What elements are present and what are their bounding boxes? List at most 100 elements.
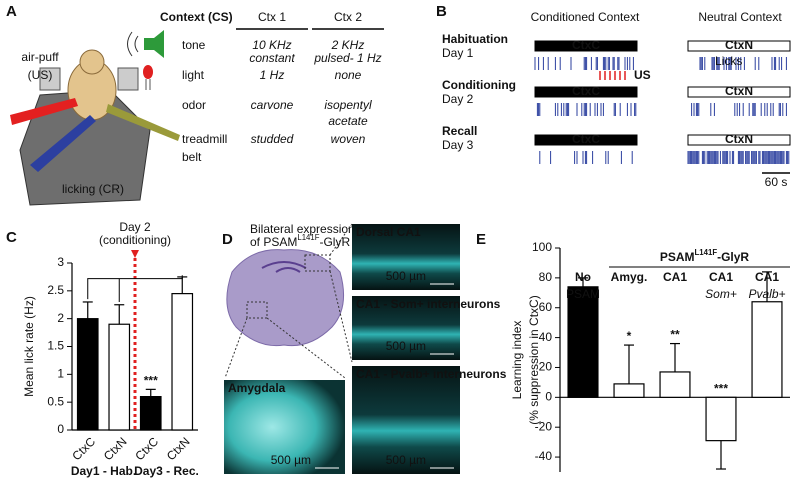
- x-tick-label: CtxC: [69, 434, 98, 463]
- context-name: CtxC: [572, 84, 600, 98]
- us-label: air-puff: [21, 50, 59, 64]
- context-title: Context (CS): [160, 10, 233, 24]
- context-bar: [534, 40, 638, 52]
- caption: of PSAML141F-GlyR: [250, 233, 350, 249]
- panel-label: C: [6, 229, 17, 246]
- licks-label: Licks: [715, 54, 742, 68]
- session-day: Day 3: [442, 138, 474, 152]
- y-tick-label: 0: [545, 390, 552, 404]
- y-axis-label: Mean lick rate (Hz): [22, 296, 36, 397]
- cell-text: none: [335, 68, 362, 82]
- category-label: CA1: [755, 270, 779, 284]
- category-label: Pvalb+: [748, 287, 785, 301]
- category-label: Amyg.: [611, 270, 648, 284]
- scale-label: 500 µm: [386, 339, 426, 353]
- micrograph: [352, 224, 460, 290]
- cell-text: 2 KHz: [331, 38, 365, 52]
- cell-text: carvone: [251, 98, 294, 112]
- y-tick-label: 80: [539, 270, 553, 284]
- micrograph: [224, 380, 345, 474]
- bar: [705, 396, 737, 442]
- setup-illustration: [10, 30, 180, 206]
- group-label-part: L141F: [695, 248, 718, 257]
- cell-text: pulsed- 1 Hz: [313, 51, 381, 65]
- context-name: CtxN: [725, 132, 753, 146]
- marker-label: Day 2: [119, 220, 151, 234]
- caption: Bilateral expression: [250, 222, 355, 236]
- y-tick-label: 1.5: [47, 339, 64, 353]
- x-tick-label: CtxC: [132, 434, 161, 463]
- row-label: belt: [182, 150, 202, 164]
- context-bar: [687, 134, 791, 146]
- x-tick-label: CtxN: [164, 434, 193, 463]
- bar: [171, 293, 194, 431]
- category-label: CA1: [709, 270, 733, 284]
- category-label: PSAM: [566, 287, 600, 301]
- roi-box: [304, 254, 331, 272]
- row-label: light: [182, 68, 205, 82]
- y-tick-label: -40: [535, 449, 553, 463]
- significance: ***: [144, 374, 158, 388]
- cell-text: woven: [331, 132, 366, 146]
- scale-label: 500 µm: [386, 453, 426, 467]
- caption-part: L141F: [297, 233, 319, 242]
- image-title: Amygdala: [228, 381, 286, 395]
- column-header: Ctx 2: [334, 10, 362, 24]
- panel-label: D: [222, 231, 233, 248]
- y-tick-label: 60: [539, 300, 553, 314]
- panel-label: E: [476, 231, 486, 248]
- y-axis-label: Learning index: [510, 321, 524, 400]
- caption-part: Bilateral expression: [250, 222, 355, 236]
- cell-text: 10 KHz: [252, 38, 291, 52]
- cell-text: isopentyl: [324, 98, 372, 112]
- group-label: Day1 - Hab.: [71, 464, 136, 478]
- y-tick-label: 20: [539, 360, 553, 374]
- y-tick-label: 0: [57, 422, 64, 436]
- context-name: CtxN: [725, 38, 753, 52]
- micrograph: [352, 296, 460, 360]
- roi-box: [246, 301, 268, 319]
- row-label: treadmill: [182, 132, 227, 146]
- caption-part: of PSAM: [250, 235, 297, 249]
- bar: [139, 396, 162, 431]
- column-header: Ctx 1: [258, 10, 286, 24]
- x-tick-label: CtxN: [101, 434, 130, 463]
- session-day: Day 2: [442, 92, 474, 106]
- y-tick-label: 2.5: [47, 283, 64, 297]
- significance: *: [627, 329, 632, 343]
- image-title: CA1 - Som+ interneurons: [356, 297, 501, 311]
- y-tick-label: 2: [57, 311, 64, 325]
- marker-arrow: [131, 250, 139, 258]
- micrograph: [352, 366, 460, 474]
- cell-text: 1 Hz: [260, 68, 285, 82]
- zoom-line: [224, 317, 248, 379]
- bar: [613, 383, 645, 398]
- cr-label: licking (CR): [62, 182, 124, 196]
- category-label: CA1: [663, 270, 687, 284]
- significance: ***: [714, 382, 728, 396]
- row-label: tone: [182, 38, 206, 52]
- scale-label: 500 µm: [386, 269, 426, 283]
- session-name: Habituation: [442, 32, 508, 46]
- y-axis-label: (% suppression in CtxC): [527, 295, 541, 424]
- session-day: Day 1: [442, 46, 474, 60]
- category-label: Som+: [705, 287, 737, 301]
- context-name: CtxC: [572, 132, 600, 146]
- panel-label: B: [436, 3, 447, 20]
- column-header: Neutral Context: [698, 10, 782, 24]
- context-bar: [687, 86, 791, 98]
- group-label: PSAML141F-GlyR: [660, 248, 750, 264]
- us-label: (US): [28, 68, 53, 82]
- caption-part: -GlyR: [319, 235, 350, 249]
- us-label: US: [634, 68, 651, 82]
- bar: [567, 286, 599, 398]
- marker-label: (conditioning): [99, 233, 171, 247]
- brain-section: [226, 249, 345, 347]
- bar: [76, 318, 99, 431]
- bar: [751, 301, 783, 398]
- hippocampus: [261, 261, 307, 273]
- category-label: No: [575, 270, 591, 284]
- panel-label: A: [6, 3, 17, 20]
- scale-label: 60 s: [765, 175, 788, 189]
